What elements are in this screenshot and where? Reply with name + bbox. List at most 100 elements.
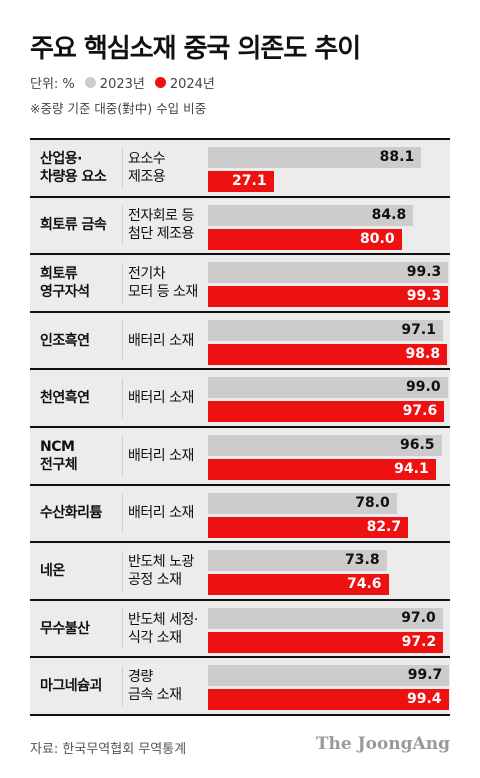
bar-y23: 96.5 — [208, 435, 442, 456]
row-separator — [122, 263, 123, 303]
row-separator — [122, 666, 123, 706]
chart-row: 희토류 영구자석 전기차 모터 등 소재 99.3 99.3 — [30, 255, 450, 313]
legend-label-2023: 2023년 — [99, 77, 145, 92]
data-label: 97.0 — [401, 609, 436, 626]
chart-note: ※중량 기준 대중(對中) 수입 비중 — [30, 101, 207, 116]
row-divider — [30, 598, 450, 601]
chart-row: 무수불산 반도체 세정· 식각 소재 97.0 97.2 — [30, 600, 450, 659]
data-label: 98.8 — [405, 345, 441, 362]
data-label: 27.1 — [232, 173, 267, 189]
legend-item-2024: 2024년 — [154, 73, 215, 92]
chart-row: NCM 전구체 배터리 소재 96.5 94.1 — [30, 428, 450, 486]
row-divider — [30, 195, 450, 198]
category-label: 네온 — [40, 562, 65, 579]
legend-dot-2024 — [154, 77, 166, 88]
usage-label: 경량 금속 소재 — [128, 669, 182, 704]
chart-row: 인조흑연 배터리 소재 97.1 98.8 — [30, 312, 450, 371]
bar-y24: 99.3 — [208, 286, 449, 308]
bar-y24: 74.6 — [208, 574, 389, 596]
data-label: 88.1 — [379, 149, 415, 165]
category-label: NCM 전구체 — [40, 438, 78, 473]
usage-label: 배터리 소재 — [128, 505, 194, 522]
usage-label: 반도체 노광 공정 소재 — [128, 553, 194, 588]
category-label: 인조흑연 — [40, 332, 90, 349]
data-label: 99.3 — [406, 264, 442, 281]
row-divider — [30, 483, 450, 486]
usage-label: 요소수 제조용 — [128, 150, 166, 185]
data-label: 74.6 — [346, 576, 382, 593]
row-separator — [122, 320, 123, 361]
top-divider — [30, 138, 450, 140]
row-separator — [122, 436, 123, 476]
data-label: 99.0 — [406, 379, 441, 396]
category-label: 희토류 영구자석 — [40, 265, 90, 300]
bar-y24: 97.2 — [208, 631, 444, 653]
data-label: 96.5 — [399, 437, 435, 453]
bar-y24: 97.6 — [208, 401, 445, 423]
bar-y23: 88.1 — [208, 147, 422, 168]
row-divider — [30, 425, 450, 428]
bar-y23: 97.1 — [208, 319, 443, 341]
data-label: 99.7 — [407, 667, 443, 684]
data-label: 97.2 — [401, 633, 437, 650]
row-separator — [122, 378, 123, 418]
source-credit: 자료: 한국무역협회 무역통계 — [30, 742, 187, 757]
row-divider — [30, 656, 450, 659]
category-label: 수산화리튬 — [40, 505, 102, 522]
bar-y23: 99.3 — [208, 262, 449, 284]
data-label: 84.8 — [371, 206, 407, 223]
row-divider — [30, 310, 450, 313]
brand-logo: The JoongAng — [315, 734, 450, 754]
bar-y24: 98.8 — [208, 343, 448, 365]
row-separator — [122, 551, 123, 591]
legend-label-2024: 2024년 — [169, 77, 215, 92]
bar-y23: 97.0 — [208, 607, 443, 629]
row-divider — [30, 368, 450, 371]
usage-label: 배터리 소재 — [128, 390, 194, 407]
category-label: 천연흑연 — [40, 390, 90, 407]
row-separator — [122, 493, 123, 534]
chart-row: 수산화리튬 배터리 소재 78.0 82.7 — [30, 485, 450, 544]
chart-row: 네온 반도체 노광 공정 소재 73.8 74.6 — [30, 543, 450, 601]
row-separator — [122, 205, 123, 246]
category-label: 산업용· 차량용 요소 — [40, 150, 107, 185]
category-label: 무수불산 — [40, 620, 90, 637]
row-divider — [30, 253, 450, 256]
category-label: 마그네슘괴 — [40, 678, 102, 695]
data-label: 97.6 — [402, 403, 438, 420]
page-title: 주요 핵심소재 중국 의존도 추이 — [30, 34, 361, 64]
bar-y24: 99.4 — [208, 689, 449, 711]
bar-y24: 80.0 — [208, 228, 402, 250]
bar-y24: 94.1 — [208, 459, 436, 480]
category-label: 희토류 금속 — [40, 217, 107, 234]
unit-label: 단위: % — [30, 77, 75, 92]
usage-label: 반도체 세정· 식각 소재 — [128, 611, 198, 646]
legend: 단위: % 2023년 2024년 — [30, 73, 215, 92]
usage-label: 전기차 모터 등 소재 — [128, 265, 198, 300]
bar-y23: 73.8 — [208, 550, 387, 572]
chart-row: 산업용· 차량용 요소 요소수 제조용 88.1 27.1 — [30, 140, 450, 198]
data-label: 99.3 — [406, 288, 442, 305]
legend-item-2023: 2023년 — [84, 73, 145, 92]
data-label: 73.8 — [345, 552, 380, 569]
chart-row: 천연흑연 배터리 소재 99.0 97.6 — [30, 370, 450, 428]
data-label: 97.1 — [401, 321, 436, 338]
bar-y23: 78.0 — [208, 492, 397, 514]
data-label: 94.1 — [394, 461, 429, 477]
row-separator — [122, 608, 123, 649]
legend-dot-2023 — [84, 77, 96, 88]
data-label: 80.0 — [360, 230, 395, 247]
data-label: 99.4 — [407, 691, 442, 708]
chart-row: 희토류 금속 전자회로 등 첨단 제조용 84.8 80.0 — [30, 197, 450, 256]
row-divider — [30, 541, 450, 544]
bar-y23: 99.0 — [208, 377, 448, 399]
data-label: 82.7 — [366, 518, 402, 535]
data-label: 78.0 — [355, 494, 390, 511]
bar-y24: 27.1 — [208, 171, 274, 192]
usage-label: 배터리 소재 — [128, 332, 194, 349]
row-divider — [30, 713, 450, 716]
usage-label: 배터리 소재 — [128, 447, 194, 464]
bar-y23: 84.8 — [208, 204, 414, 226]
chart-row: 마그네슘괴 경량 금속 소재 99.7 99.4 — [30, 658, 450, 716]
bar-y24: 82.7 — [208, 516, 409, 538]
